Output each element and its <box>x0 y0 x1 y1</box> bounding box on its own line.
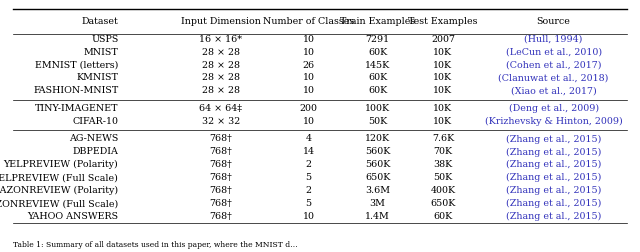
Text: YAHOO ANSWERS: YAHOO ANSWERS <box>28 212 118 221</box>
Text: 60K: 60K <box>368 86 387 96</box>
Text: USPS: USPS <box>91 35 118 44</box>
Text: 60K: 60K <box>368 74 387 82</box>
Text: 2: 2 <box>305 186 312 195</box>
Text: 10K: 10K <box>433 104 452 113</box>
Text: 768†: 768† <box>209 199 232 208</box>
Text: MNIST: MNIST <box>84 48 118 56</box>
Text: 560K: 560K <box>365 147 390 156</box>
Text: 10: 10 <box>303 74 314 82</box>
Text: 768†: 768† <box>209 147 232 156</box>
Text: 768†: 768† <box>209 173 232 182</box>
Text: 64 × 64‡: 64 × 64‡ <box>199 104 243 113</box>
Text: (Deng et al., 2009): (Deng et al., 2009) <box>509 104 598 113</box>
Text: 10: 10 <box>303 86 314 96</box>
Text: 1.4M: 1.4M <box>365 212 390 221</box>
Text: (Zhang et al., 2015): (Zhang et al., 2015) <box>506 147 602 156</box>
Text: AMAZONREVIEW (Polarity): AMAZONREVIEW (Polarity) <box>0 186 118 196</box>
Text: 50K: 50K <box>433 173 452 182</box>
Text: 60K: 60K <box>368 48 387 56</box>
Text: Train Examples: Train Examples <box>340 17 415 26</box>
Text: 28 × 28: 28 × 28 <box>202 74 240 82</box>
Text: 2007: 2007 <box>431 35 455 44</box>
Text: (Krizhevsky & Hinton, 2009): (Krizhevsky & Hinton, 2009) <box>484 117 623 126</box>
Text: DBPEDIA: DBPEDIA <box>72 147 118 156</box>
Text: YELPREVIEW (Polarity): YELPREVIEW (Polarity) <box>4 160 118 170</box>
Text: EMNIST (letters): EMNIST (letters) <box>35 60 118 70</box>
Text: YELPREVIEW (Full Scale): YELPREVIEW (Full Scale) <box>0 173 118 182</box>
Text: 5: 5 <box>305 173 312 182</box>
Text: 5: 5 <box>305 199 312 208</box>
Text: (Zhang et al., 2015): (Zhang et al., 2015) <box>506 212 602 222</box>
Text: 38K: 38K <box>433 161 452 169</box>
Text: (Zhang et al., 2015): (Zhang et al., 2015) <box>506 134 602 144</box>
Text: (Zhang et al., 2015): (Zhang et al., 2015) <box>506 173 602 182</box>
Text: (LeCun et al., 2010): (LeCun et al., 2010) <box>506 48 602 56</box>
Text: 60K: 60K <box>433 212 452 221</box>
Text: TINY-IMAGENET: TINY-IMAGENET <box>35 104 118 113</box>
Text: 10K: 10K <box>433 117 452 126</box>
Text: (Cohen et al., 2017): (Cohen et al., 2017) <box>506 60 602 70</box>
Text: 650K: 650K <box>430 199 456 208</box>
Text: 10: 10 <box>303 35 314 44</box>
Text: AMAZONREVIEW (Full Scale): AMAZONREVIEW (Full Scale) <box>0 199 118 208</box>
Text: 400K: 400K <box>430 186 456 195</box>
Text: 7291: 7291 <box>365 35 390 44</box>
Text: Input Dimension: Input Dimension <box>181 17 260 26</box>
Text: 14: 14 <box>303 147 314 156</box>
Text: 10: 10 <box>303 117 314 126</box>
Text: 10: 10 <box>303 212 314 221</box>
Text: Dataset: Dataset <box>82 17 118 26</box>
Text: 28 × 28: 28 × 28 <box>202 60 240 70</box>
Text: 3M: 3M <box>370 199 385 208</box>
Text: 2: 2 <box>305 161 312 169</box>
Text: 10: 10 <box>303 48 314 56</box>
Text: (Zhang et al., 2015): (Zhang et al., 2015) <box>506 160 602 170</box>
Text: 100K: 100K <box>365 104 390 113</box>
Text: (Hull, 1994): (Hull, 1994) <box>524 35 583 44</box>
Text: 70K: 70K <box>433 147 452 156</box>
Text: (Zhang et al., 2015): (Zhang et al., 2015) <box>506 199 602 208</box>
Text: 145K: 145K <box>365 60 390 70</box>
Text: 26: 26 <box>303 60 314 70</box>
Text: CIFAR-10: CIFAR-10 <box>72 117 118 126</box>
Text: 16 × 16*: 16 × 16* <box>199 35 243 44</box>
Text: 560K: 560K <box>365 161 390 169</box>
Text: 10K: 10K <box>433 60 452 70</box>
Text: 10K: 10K <box>433 86 452 96</box>
Text: 768†: 768† <box>209 161 232 169</box>
Text: 200: 200 <box>300 104 317 113</box>
Text: Table 1: Summary of all datasets used in this paper, where the MNIST d…: Table 1: Summary of all datasets used in… <box>13 241 298 249</box>
Text: 28 × 28: 28 × 28 <box>202 48 240 56</box>
Text: 768†: 768† <box>209 186 232 195</box>
Text: 4: 4 <box>305 135 312 143</box>
Text: 768†: 768† <box>209 135 232 143</box>
Text: (Zhang et al., 2015): (Zhang et al., 2015) <box>506 186 602 196</box>
Text: 120K: 120K <box>365 135 390 143</box>
Text: 32 × 32: 32 × 32 <box>202 117 240 126</box>
Text: 7.6K: 7.6K <box>432 135 454 143</box>
Text: 3.6M: 3.6M <box>365 186 390 195</box>
Text: AG-NEWS: AG-NEWS <box>69 135 118 143</box>
Text: 768†: 768† <box>209 212 232 221</box>
Text: 650K: 650K <box>365 173 390 182</box>
Text: Number of Classes: Number of Classes <box>263 17 354 26</box>
Text: FASHION-MNIST: FASHION-MNIST <box>33 86 118 96</box>
Text: 28 × 28: 28 × 28 <box>202 86 240 96</box>
Text: 10K: 10K <box>433 48 452 56</box>
Text: (Clanuwat et al., 2018): (Clanuwat et al., 2018) <box>499 74 609 82</box>
Text: Source: Source <box>537 17 570 26</box>
Text: Test Examples: Test Examples <box>408 17 477 26</box>
Text: (Xiao et al., 2017): (Xiao et al., 2017) <box>511 86 596 96</box>
Text: 10K: 10K <box>433 74 452 82</box>
Text: KMNIST: KMNIST <box>77 74 118 82</box>
Text: 50K: 50K <box>368 117 387 126</box>
